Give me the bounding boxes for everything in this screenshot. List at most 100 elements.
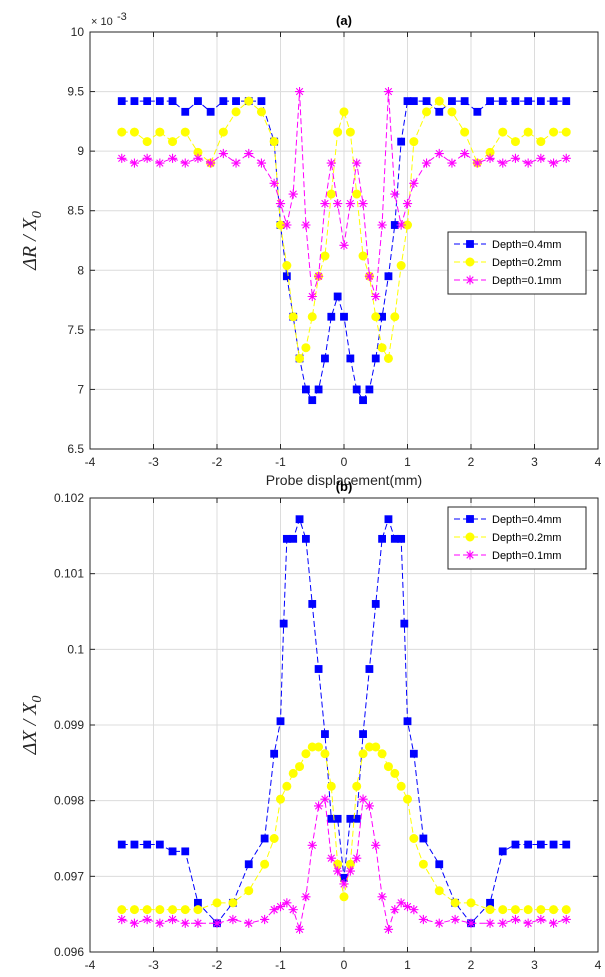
data-point: [326, 781, 336, 791]
x-tick-label: 2: [468, 958, 475, 972]
data-point: [117, 840, 126, 849]
data-point: [194, 97, 202, 106]
data-point: [397, 534, 406, 543]
data-point: [314, 385, 323, 394]
x-tick-label: -4: [85, 455, 96, 469]
legend-item: Depth=0.2mm: [454, 257, 561, 269]
data-point: [447, 158, 457, 168]
legend-marker: [466, 240, 474, 248]
data-point: [359, 396, 367, 405]
data-point: [244, 96, 254, 106]
y-tick-label: 7: [77, 382, 84, 396]
y-tick-label: 0.099: [54, 718, 84, 732]
x-tick-label: 2: [468, 455, 475, 469]
data-point: [371, 291, 381, 302]
data-point: [498, 918, 508, 928]
data-point: [275, 794, 285, 804]
data-point: [326, 853, 336, 863]
data-point: [168, 137, 178, 147]
y-tick-label: 7.5: [67, 323, 84, 337]
data-point: [358, 749, 368, 759]
data-point: [549, 97, 558, 106]
data-point: [181, 847, 190, 856]
legend-item: Depth=0.4mm: [454, 239, 561, 251]
data-point: [244, 860, 253, 869]
data-point: [448, 97, 456, 106]
data-point: [260, 859, 270, 869]
y-tick-label: 0.101: [54, 567, 84, 581]
data-point: [307, 291, 317, 302]
data-point: [536, 137, 546, 147]
data-point: [142, 137, 152, 147]
data-point: [320, 251, 330, 261]
data-point: [390, 312, 400, 322]
data-point: [383, 353, 393, 363]
data-point: [288, 312, 298, 322]
data-point: [510, 153, 521, 163]
data-point: [288, 768, 298, 778]
data-point: [301, 749, 311, 759]
y-tick-label: 8: [77, 263, 84, 277]
data-point: [511, 97, 520, 106]
series-2: [117, 96, 571, 363]
data-point: [339, 879, 349, 889]
x-axis-label: Probe displacement(mm): [266, 975, 422, 977]
data-point: [269, 137, 279, 147]
data-point: [402, 198, 413, 209]
data-point: [212, 918, 222, 928]
data-point: [409, 97, 418, 106]
data-point: [371, 840, 381, 850]
legend-label: Depth=0.2mm: [492, 532, 561, 544]
data-point: [466, 918, 476, 928]
x-tick-label: 1: [404, 455, 411, 469]
data-point: [282, 898, 292, 908]
data-point: [256, 107, 266, 117]
data-point: [421, 158, 432, 168]
legend-marker: [465, 275, 475, 285]
data-point: [409, 749, 418, 758]
data-point: [301, 220, 311, 230]
data-point: [269, 905, 279, 915]
y-tick-label: 6.5: [67, 442, 84, 456]
data-point: [422, 97, 431, 106]
data-point: [562, 840, 571, 849]
data-point: [130, 840, 139, 849]
data-point: [409, 178, 419, 188]
legend-label: Depth=0.2mm: [492, 257, 561, 269]
data-point: [193, 918, 203, 928]
data-point: [270, 749, 279, 758]
data-point: [460, 148, 470, 159]
data-point: [219, 97, 228, 106]
data-point: [364, 271, 374, 281]
data-point: [358, 198, 368, 209]
data-point: [117, 97, 126, 106]
data-point: [562, 97, 571, 106]
x-tick-label: -3: [148, 455, 159, 469]
data-point: [377, 343, 387, 353]
data-point: [218, 127, 228, 137]
data-point: [320, 794, 330, 804]
data-point: [390, 189, 400, 199]
data-point: [181, 107, 190, 116]
data-point: [257, 97, 266, 106]
data-point: [288, 905, 298, 915]
y-axis-label-subscript: 0: [30, 211, 45, 218]
data-point: [142, 914, 152, 925]
data-point: [352, 158, 362, 168]
data-point: [548, 158, 559, 168]
data-point: [167, 153, 178, 163]
data-point: [294, 86, 305, 97]
data-point: [346, 354, 355, 363]
legend-marker: [465, 550, 475, 560]
data-point: [561, 905, 571, 915]
data-point: [396, 781, 406, 791]
data-point: [193, 905, 203, 915]
data-point: [333, 127, 343, 137]
data-point: [289, 534, 298, 543]
data-point: [339, 892, 349, 902]
data-point: [333, 866, 343, 876]
x-tick-label: -4: [85, 958, 96, 972]
data-point: [339, 240, 349, 250]
data-point: [524, 840, 533, 849]
